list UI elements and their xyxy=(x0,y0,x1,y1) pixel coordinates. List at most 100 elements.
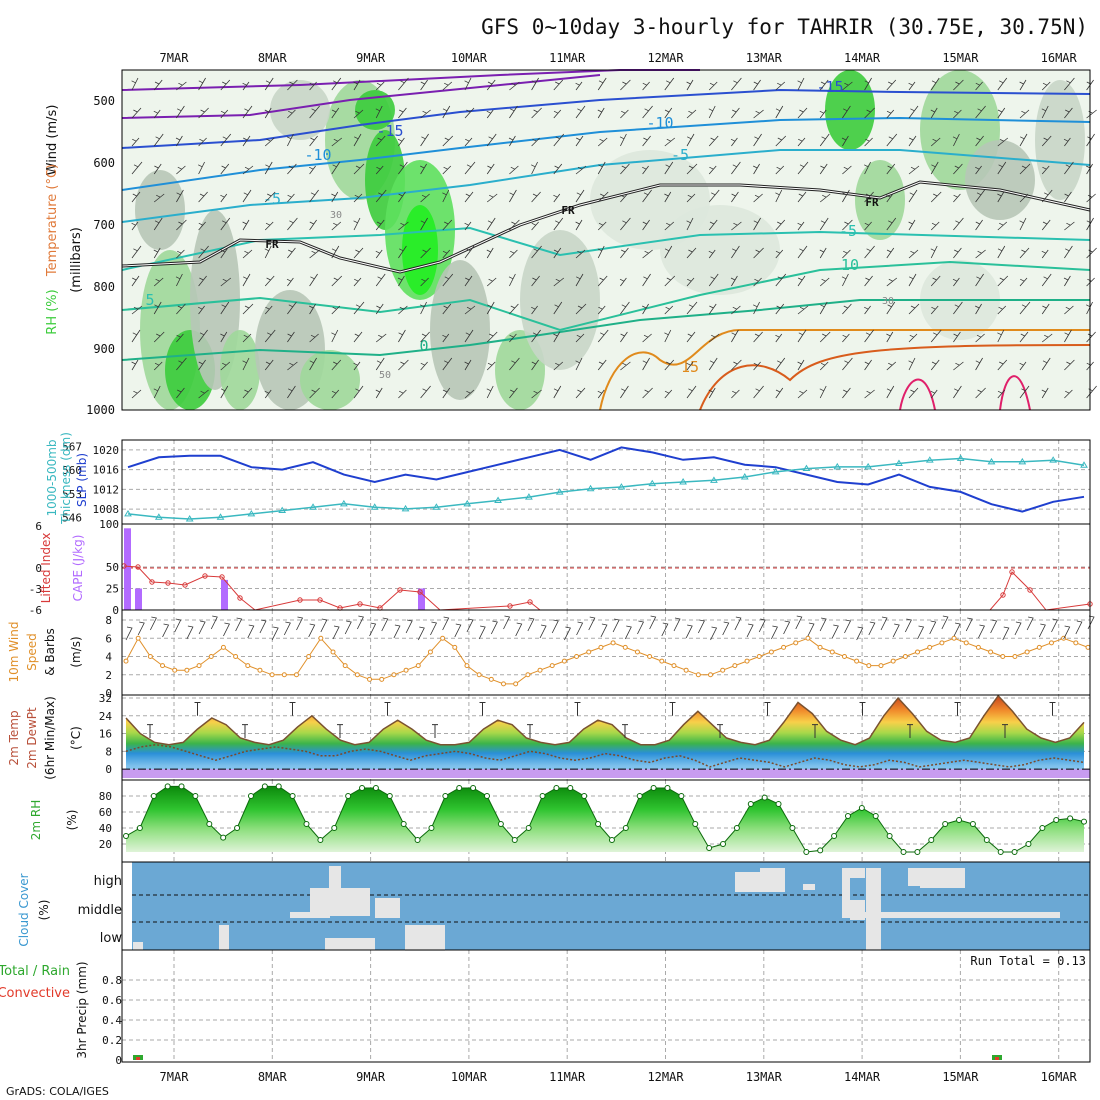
contour-label: -5 xyxy=(839,222,857,240)
wind-barb xyxy=(975,189,985,203)
wind-barb xyxy=(153,301,162,315)
temperature-contour-warm xyxy=(699,344,1091,411)
wind-speed-point xyxy=(281,672,287,678)
wind-barb xyxy=(486,277,497,287)
rh-point xyxy=(275,783,282,790)
wind-barb xyxy=(886,247,895,259)
wind-barb-10m xyxy=(990,619,998,634)
wind-barb xyxy=(553,133,565,147)
wind-barb xyxy=(398,107,407,119)
wind-barb-10m xyxy=(819,617,827,632)
wind-barb xyxy=(131,191,141,203)
wind-barb xyxy=(287,79,298,91)
wind-barb-10m xyxy=(223,622,231,637)
lifted-tick: -3 xyxy=(29,583,42,596)
wind-barb xyxy=(620,163,630,175)
wind-barb-10m xyxy=(210,615,218,630)
wind-barb xyxy=(442,249,451,259)
wind-barb-10m xyxy=(539,624,547,639)
wind-speed-point xyxy=(890,658,896,664)
wind-speed-point xyxy=(452,644,458,650)
cloud-cover-label: Cloud Cover xyxy=(17,873,31,946)
rh-point xyxy=(581,793,588,799)
wind-barb xyxy=(1086,133,1095,147)
wind-barb xyxy=(597,161,606,175)
wind-barb xyxy=(775,105,784,119)
rh-shade xyxy=(270,80,330,140)
wind-barb xyxy=(708,387,716,399)
wind-speed-point xyxy=(147,654,153,659)
wind-barb xyxy=(442,219,453,231)
contour-label: 15 xyxy=(681,358,699,376)
wind-barb xyxy=(153,79,163,91)
wind-barb xyxy=(864,191,874,203)
wind-barb xyxy=(131,389,142,399)
wind-barb xyxy=(398,221,409,231)
wind-barb xyxy=(553,277,565,287)
wind-barb xyxy=(642,165,649,175)
wind-barb xyxy=(309,357,317,371)
wind-barb xyxy=(975,219,983,231)
cape-tick: 50 xyxy=(106,561,119,574)
cloud-level-label: high xyxy=(94,874,122,889)
wind-barb xyxy=(153,277,164,287)
wind-barb xyxy=(398,77,409,91)
wind-barb xyxy=(1041,135,1052,147)
wind-speed-point xyxy=(415,663,421,669)
wind-barb xyxy=(464,245,475,259)
rh2m-labels: 2m RH (%) xyxy=(29,800,79,841)
temp-units-label: (°C) xyxy=(69,726,83,750)
thickness-marker xyxy=(494,496,502,503)
wind-barb xyxy=(264,107,272,119)
thickness-marker xyxy=(710,476,718,483)
wind-barb-10m xyxy=(1026,616,1034,631)
wind-barb xyxy=(1019,193,1029,203)
wind-speed-point xyxy=(184,667,190,673)
wind-barb xyxy=(775,81,786,91)
wind-barb xyxy=(398,389,407,399)
wind-speed-point xyxy=(342,663,348,669)
wind-barb xyxy=(1019,247,1030,259)
wind-speed-point xyxy=(951,635,957,641)
wind-barb xyxy=(797,161,809,175)
wind-barb xyxy=(531,107,542,119)
wind-barb xyxy=(153,109,161,119)
wind-barb xyxy=(664,305,674,315)
wind-barb xyxy=(287,331,295,343)
wind-barb-10m xyxy=(259,619,267,634)
footer-credit: GrADS: COLA/IGES xyxy=(6,1085,109,1098)
wind-barb xyxy=(930,245,938,259)
wind-barb xyxy=(908,303,920,315)
rh-point xyxy=(428,825,435,831)
wind-barb xyxy=(864,275,873,287)
bottom-date-label: 11MAR xyxy=(549,1070,586,1084)
top-date-label: 8MAR xyxy=(258,51,288,65)
rh-point xyxy=(192,793,199,799)
wind-barb xyxy=(642,249,653,259)
wind-speed-point xyxy=(318,635,324,641)
wind-barb xyxy=(353,385,364,399)
wind-barb xyxy=(731,305,741,315)
rh-point xyxy=(567,785,574,791)
wind-barb-10m xyxy=(673,617,681,632)
wind-barb xyxy=(531,359,539,371)
wind-speed-point xyxy=(330,649,336,655)
wind-barb xyxy=(420,109,431,119)
wind-barb xyxy=(575,165,587,175)
wind-barb xyxy=(131,275,140,287)
wind-barb xyxy=(553,331,561,343)
wind-barb xyxy=(997,221,1008,231)
pressure-tick-label: 1000 xyxy=(86,403,115,417)
wind-barb xyxy=(553,163,563,175)
wind-barb xyxy=(464,389,475,399)
wind-speed-point xyxy=(720,667,726,673)
rh-point xyxy=(539,793,546,799)
wind-barb xyxy=(575,81,583,91)
minmax-whisker xyxy=(479,701,486,716)
wind-barb xyxy=(664,77,675,91)
wind-barb-10m xyxy=(783,620,791,635)
wind-speed-point xyxy=(440,635,446,641)
wind-barb xyxy=(997,389,1006,399)
wind-speed-point xyxy=(805,635,811,641)
wind-barb xyxy=(842,105,851,119)
